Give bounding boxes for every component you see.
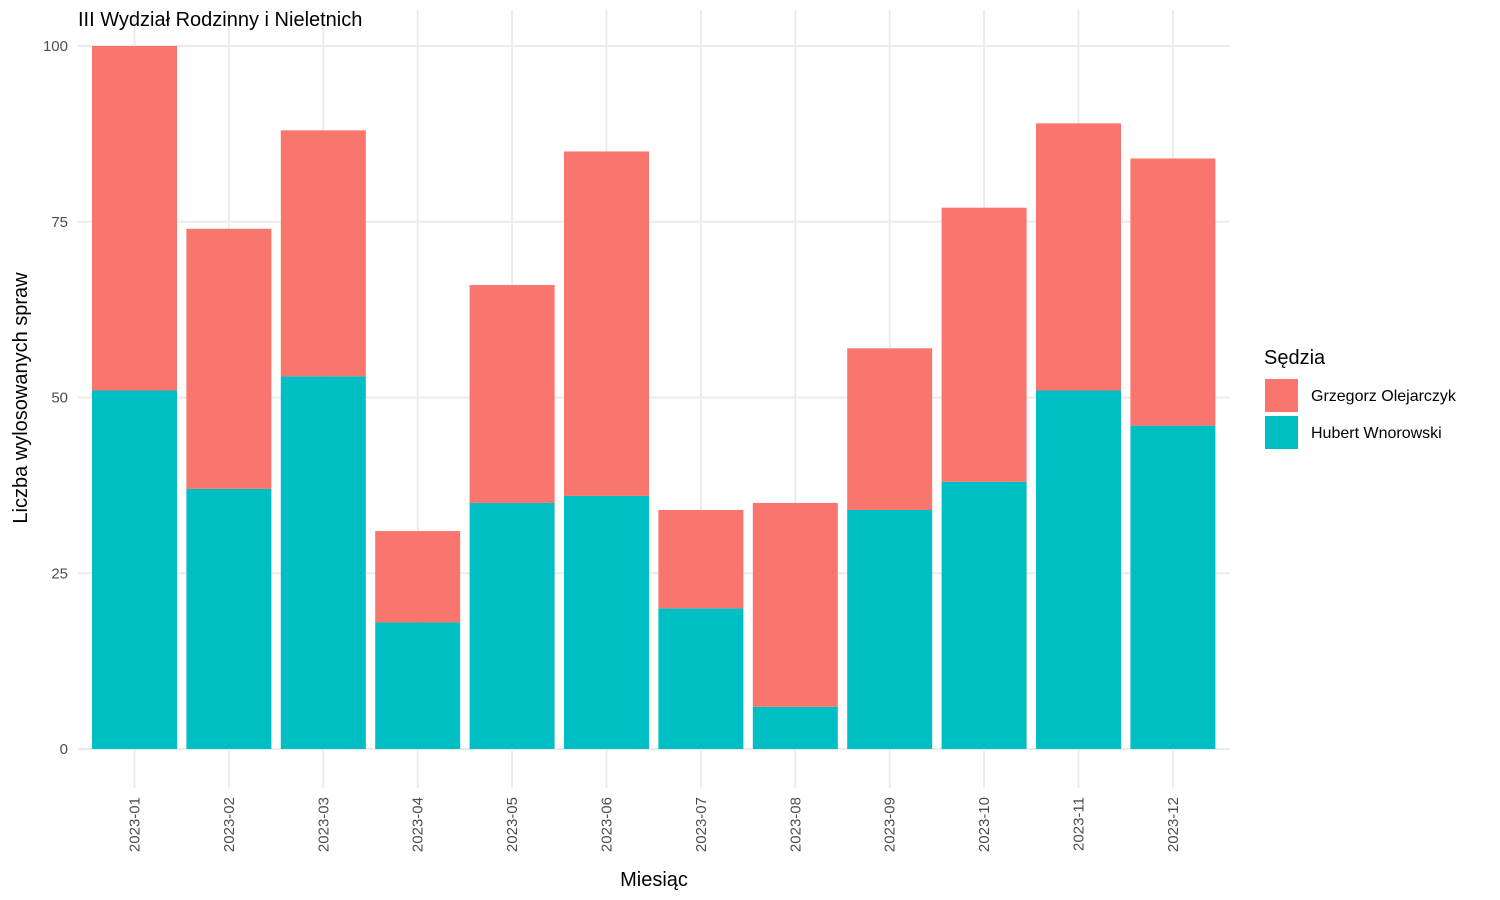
x-tick-label: 2023-09 [882,797,899,852]
bar-segment [941,207,1027,482]
bar-segment [941,481,1027,749]
bar-segment [658,509,744,609]
bar-segment [280,130,366,377]
bar-segment [469,285,555,503]
legend-title: Sędzia [1264,347,1326,369]
bar-segment [469,502,555,749]
legend-entries: Grzegorz Olejarczyk Hubert Wnorowski [1265,379,1457,449]
bar-segment [92,390,177,749]
x-tick-label: 2023-04 [410,797,427,852]
y-tick-label: 75 [51,214,68,231]
bars [92,46,1216,749]
y-tick-label: 50 [51,390,68,407]
x-tick-label: 2023-11 [1071,797,1088,851]
bar-segment [375,531,461,623]
bar-segment [658,608,744,749]
legend-label: Grzegorz Olejarczyk [1311,388,1457,405]
bar-segment [186,228,272,489]
bar-segment [847,509,933,749]
x-tick-label: 2023-07 [693,797,710,852]
bar-segment [92,46,177,391]
y-tick-label: 0 [60,741,68,758]
y-tick-label: 100 [43,38,68,55]
x-tick-label: 2023-05 [504,797,521,852]
x-tick-label: 2023-12 [1165,797,1182,852]
bar-segment [564,495,649,749]
x-tick-label: 2023-06 [599,797,616,852]
bar-segment [280,376,366,749]
bar-segment [1036,123,1121,391]
legend: Sędzia Grzegorz Olejarczyk Hubert Wnorows… [1264,347,1457,449]
bar-segment [1036,390,1121,749]
x-tick-label: 2023-02 [221,797,238,852]
bar-segment [1130,425,1216,749]
x-tick-label: 2023-10 [976,797,993,852]
y-axis-title: Liczba wylosowanych spraw [10,272,32,524]
bar-segment [752,502,838,707]
bar-segment [847,348,933,510]
y-tick-label: 25 [51,565,68,582]
legend-key [1265,379,1298,412]
bar-segment [1130,158,1216,426]
legend-label: Hubert Wnorowski [1311,425,1442,442]
x-tick-label: 2023-01 [127,797,144,852]
x-axis: 2023-01 2023-02 2023-03 2023-04 2023-05 2023-… [127,797,1182,852]
bar-segment [564,151,649,496]
x-tick-label: 2023-08 [787,797,804,852]
bar-segment [752,706,838,749]
bar-segment [375,622,461,749]
x-axis-title: Miesiąc [620,869,688,891]
legend-key [1265,416,1298,449]
chart-title: III Wydział Rodzinny i Nieletnich [78,9,362,31]
y-axis: 0 25 50 75 100 [43,38,68,758]
x-tick-label: 2023-03 [315,797,332,852]
bar-segment [186,488,272,749]
